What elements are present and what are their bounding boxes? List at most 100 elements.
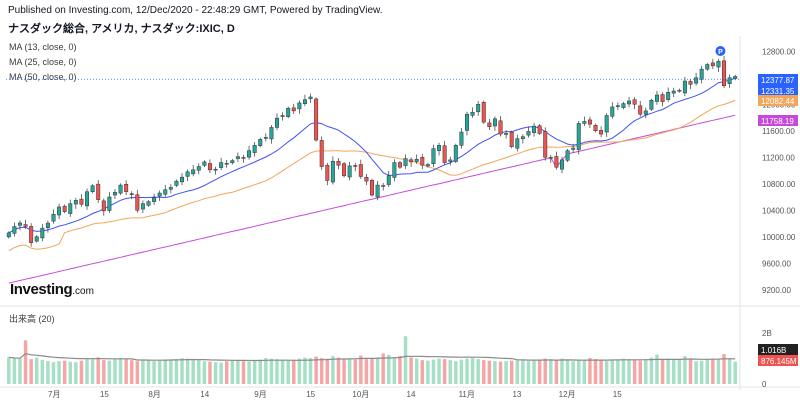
candle [129, 193, 134, 195]
volume-bar [336, 357, 341, 384]
volume-bar [493, 361, 497, 384]
y-tick-label: 10800.00 [762, 180, 796, 189]
volume-bar [593, 359, 598, 384]
candle [504, 133, 509, 135]
candle [275, 117, 279, 128]
candle [319, 140, 324, 167]
candle [17, 222, 22, 226]
candle [414, 158, 419, 162]
volume-bar [392, 357, 397, 384]
volume-bar [247, 361, 251, 384]
candle [515, 138, 520, 149]
candle [582, 121, 587, 124]
candle [112, 192, 117, 196]
volume-bar [588, 358, 592, 384]
volume-bar [191, 359, 195, 384]
volume-bar [90, 359, 95, 384]
volume-bar [582, 359, 587, 384]
volume-bar [577, 360, 581, 384]
y-tick-label: 11200.00 [762, 153, 795, 162]
candle [526, 131, 531, 136]
x-tick-label: 15 [613, 390, 622, 399]
x-tick-label: 7月 [48, 390, 60, 399]
candle [576, 123, 581, 150]
candle [79, 198, 84, 205]
ma25-price-badge: 12082.44 [761, 97, 795, 106]
volume-bar [543, 358, 547, 384]
candle [308, 96, 313, 100]
candle [682, 80, 687, 94]
candle [465, 113, 469, 131]
x-tick-label: 15 [100, 390, 109, 399]
volume-bar [387, 354, 391, 384]
volume-bar [599, 360, 603, 384]
candle [23, 224, 28, 227]
candle [392, 162, 397, 178]
volume-bar [649, 357, 654, 384]
x-tick-label: 9月 [254, 390, 266, 399]
volume-bar [107, 360, 112, 384]
candle [269, 127, 274, 140]
volume-bar [560, 358, 564, 384]
x-tick-label: 11月 [459, 390, 475, 399]
volume-bar [275, 359, 279, 384]
ma50-line [8, 114, 736, 284]
candle [604, 115, 609, 133]
volume-bar [437, 358, 441, 384]
candle [453, 145, 458, 162]
ma50-legend[interactable]: MA (50, close, 0) [9, 72, 77, 82]
ma50-price-badge: 11758.19 [761, 117, 794, 126]
candle [157, 192, 162, 197]
candle [12, 226, 17, 234]
candle [280, 115, 285, 117]
volume-bar [46, 360, 50, 384]
candle [671, 90, 676, 94]
volume-bar [79, 360, 84, 384]
candle [247, 150, 252, 158]
candle [168, 187, 173, 190]
volume-bar [448, 360, 452, 384]
candle [353, 165, 358, 167]
ma25-legend[interactable]: MA (25, close, 0) [9, 57, 77, 67]
publish-marker-label: P [718, 49, 723, 56]
candle [638, 105, 643, 115]
volume-bar [414, 358, 419, 384]
volume-bar [51, 362, 56, 384]
candle [180, 176, 184, 183]
candle [101, 200, 106, 212]
volume-bar [85, 359, 89, 384]
candle [632, 99, 637, 105]
volume-bar [18, 358, 22, 384]
candle [543, 131, 548, 158]
candle [560, 159, 564, 170]
volume-bar [565, 360, 570, 384]
volume-bar [57, 361, 61, 384]
candle [666, 92, 671, 100]
candle [498, 120, 503, 135]
y-tick-label: 9600.00 [762, 259, 791, 268]
volume-bar [688, 359, 693, 384]
volume-bar [364, 359, 369, 384]
ma25-price-badge-bg [758, 95, 798, 106]
volume-bar [526, 361, 531, 384]
candle [302, 99, 307, 104]
volume-bar [426, 360, 430, 384]
candle [325, 165, 330, 181]
candle [207, 163, 212, 171]
candle [90, 185, 95, 192]
volume-bar [163, 360, 167, 384]
volume-bar [269, 358, 274, 384]
candle [621, 103, 626, 108]
volume-bar [644, 359, 648, 384]
volume-bar [252, 360, 257, 384]
investing-logo: Investing.com [10, 281, 94, 298]
candle [677, 89, 682, 92]
volume-bar [672, 359, 676, 384]
volume-ma-badge-bg [758, 344, 798, 355]
candle [85, 191, 90, 207]
candle [509, 131, 514, 147]
volume-bar [521, 359, 525, 384]
ma13-legend[interactable]: MA (13, close, 0) [9, 42, 77, 52]
candle [291, 107, 296, 112]
